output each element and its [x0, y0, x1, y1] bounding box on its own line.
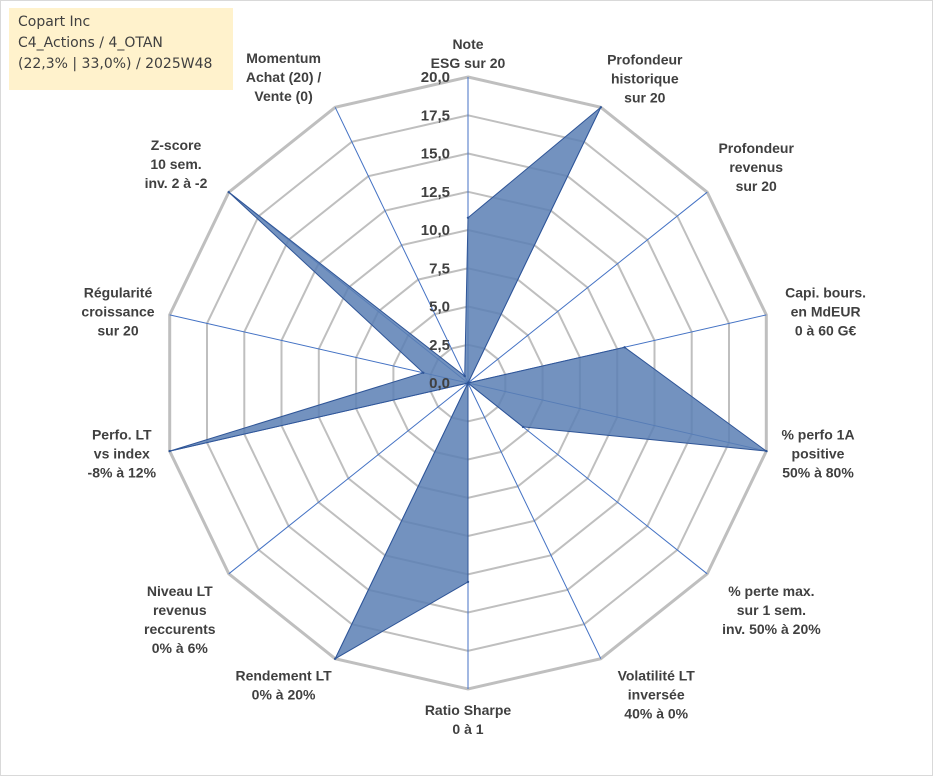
axis-label-line: vs index	[94, 446, 150, 462]
axis-label: Profondeur historique sur 20	[607, 52, 683, 106]
axis-label: % perte max. sur 1 sem. inv. 50% à 20%	[722, 583, 821, 637]
axis-label-line: 0 à 1	[452, 721, 483, 737]
series-point	[168, 449, 171, 453]
axis-label-line: Rendement LT	[235, 668, 332, 684]
axis-label-line: sur 20	[97, 322, 138, 338]
tick-label: 12,5	[421, 184, 450, 201]
axis-label: Niveau LT revenus reccurents 0% à 6%	[144, 583, 216, 656]
axis-label-line: Niveau LT	[147, 583, 213, 599]
axis-label: Capi. bours. en MdEUR 0 à 60 G€	[785, 284, 866, 338]
axis-label-line: Z-score	[151, 137, 202, 153]
axis-label-line: 10 sem.	[150, 156, 201, 172]
axis-label: Z-score 10 sem. inv. 2 à -2	[145, 137, 208, 191]
axis-label: Volatilité LT inversée 40% à 0%	[618, 668, 696, 722]
axis-label-line: ESG sur 20	[431, 55, 506, 71]
axis-label-line: 0% à 6%	[152, 640, 209, 656]
axis-spoke	[169, 314, 469, 384]
series-point	[466, 580, 470, 584]
axis-label-line: croissance	[81, 303, 154, 319]
radial-tick-labels: 0,0 2,5 5,0 7,5 10,0 12,5 15,0 17,5 20,0	[421, 69, 450, 392]
tick-label: 7,5	[429, 260, 450, 277]
axis-label: Note ESG sur 20	[431, 36, 506, 71]
axis-label-line: Perfo. LT	[92, 427, 152, 443]
company-name: Copart Inc	[18, 14, 91, 30]
axis-label-line: inv. 2 à -2	[145, 175, 208, 191]
series-point	[599, 106, 602, 109]
tick-label: 10,0	[421, 222, 450, 239]
tick-label: 5,0	[429, 299, 450, 316]
axis-spoke	[228, 382, 469, 575]
tick-label: 2,5	[429, 337, 450, 354]
axis-spoke	[467, 382, 602, 659]
axis-label-line: sur 20	[624, 90, 665, 106]
series-point	[466, 216, 470, 219]
axis-label-line: sur 1 sem.	[737, 602, 806, 618]
axis-label-line: sur 20	[736, 178, 777, 194]
axis-label-line: 50% à 80%	[782, 465, 854, 481]
tick-label: 0,0	[429, 375, 450, 392]
axis-label-line: Momentum	[246, 50, 321, 66]
axis-spoke	[334, 107, 469, 384]
axis-label-line: % perfo 1A	[781, 427, 854, 443]
axis-label-line: revenus	[153, 602, 207, 618]
axis-label-line: en MdEUR	[791, 303, 861, 319]
axis-label: Profondeur revenus sur 20	[718, 140, 794, 194]
axis-label: Momentum Achat (20) / Vente (0)	[246, 50, 322, 104]
axis-label-line: -8% à 12%	[88, 465, 157, 481]
axis-label-line: % perte max.	[728, 583, 814, 599]
axis-label-line: reccurents	[144, 621, 216, 637]
axis-label-line: Achat (20) /	[246, 69, 322, 85]
tick-label: 15,0	[421, 146, 450, 163]
info-box: Copart Inc C4_Actions / 4_OTAN (22,3% | …	[9, 8, 233, 90]
axis-label-line: inversée	[628, 687, 685, 703]
axis-label: Régularité croissance sur 20	[81, 284, 154, 338]
axis-spoke	[467, 191, 708, 384]
axis-label: % perfo 1A positive 50% à 80%	[781, 427, 854, 481]
axis-label-line: 0 à 60 G€	[795, 322, 857, 338]
axis-label-line: revenus	[729, 159, 783, 175]
radar-series	[168, 106, 769, 660]
series-point	[227, 191, 230, 194]
score-and-week: (22,3% | 33,0%) / 2025W48	[18, 56, 213, 72]
axis-label-line: Profondeur	[607, 52, 683, 68]
axis-label-line: Régularité	[84, 284, 153, 300]
portfolio-category: C4_Actions / 4_OTAN	[18, 35, 163, 51]
axis-label-line: 40% à 0%	[624, 706, 688, 722]
series-point	[521, 425, 525, 429]
tick-label: 20,0	[421, 69, 450, 86]
series-point	[334, 657, 337, 660]
axis-label-line: Profondeur	[718, 140, 794, 156]
series-point	[623, 346, 626, 349]
axis-label: Rendement LT 0% à 20%	[235, 668, 332, 703]
axis-label-line: Vente (0)	[254, 88, 312, 104]
axis-label-line: historique	[611, 71, 679, 87]
axis-label-line: Capi. bours.	[785, 284, 866, 300]
axis-label-line: positive	[792, 446, 845, 462]
series-point	[422, 371, 425, 374]
axis-label: Perfo. LT vs index -8% à 12%	[88, 427, 157, 481]
axis-label: Ratio Sharpe 0 à 1	[425, 702, 512, 737]
axis-labels: Note ESG sur 20 Profondeur historique sur 20…	[81, 36, 866, 737]
axis-label-line: inv. 50% à 20%	[722, 621, 821, 637]
tick-label: 17,5	[421, 107, 450, 124]
series-point	[466, 381, 470, 385]
series-point	[765, 449, 768, 453]
series-point	[463, 374, 466, 378]
axis-label-line: Ratio Sharpe	[425, 702, 512, 718]
axis-label-line: Volatilité LT	[618, 668, 696, 684]
axis-label-line: Note	[452, 36, 483, 52]
axis-label-line: 0% à 20%	[252, 687, 316, 703]
